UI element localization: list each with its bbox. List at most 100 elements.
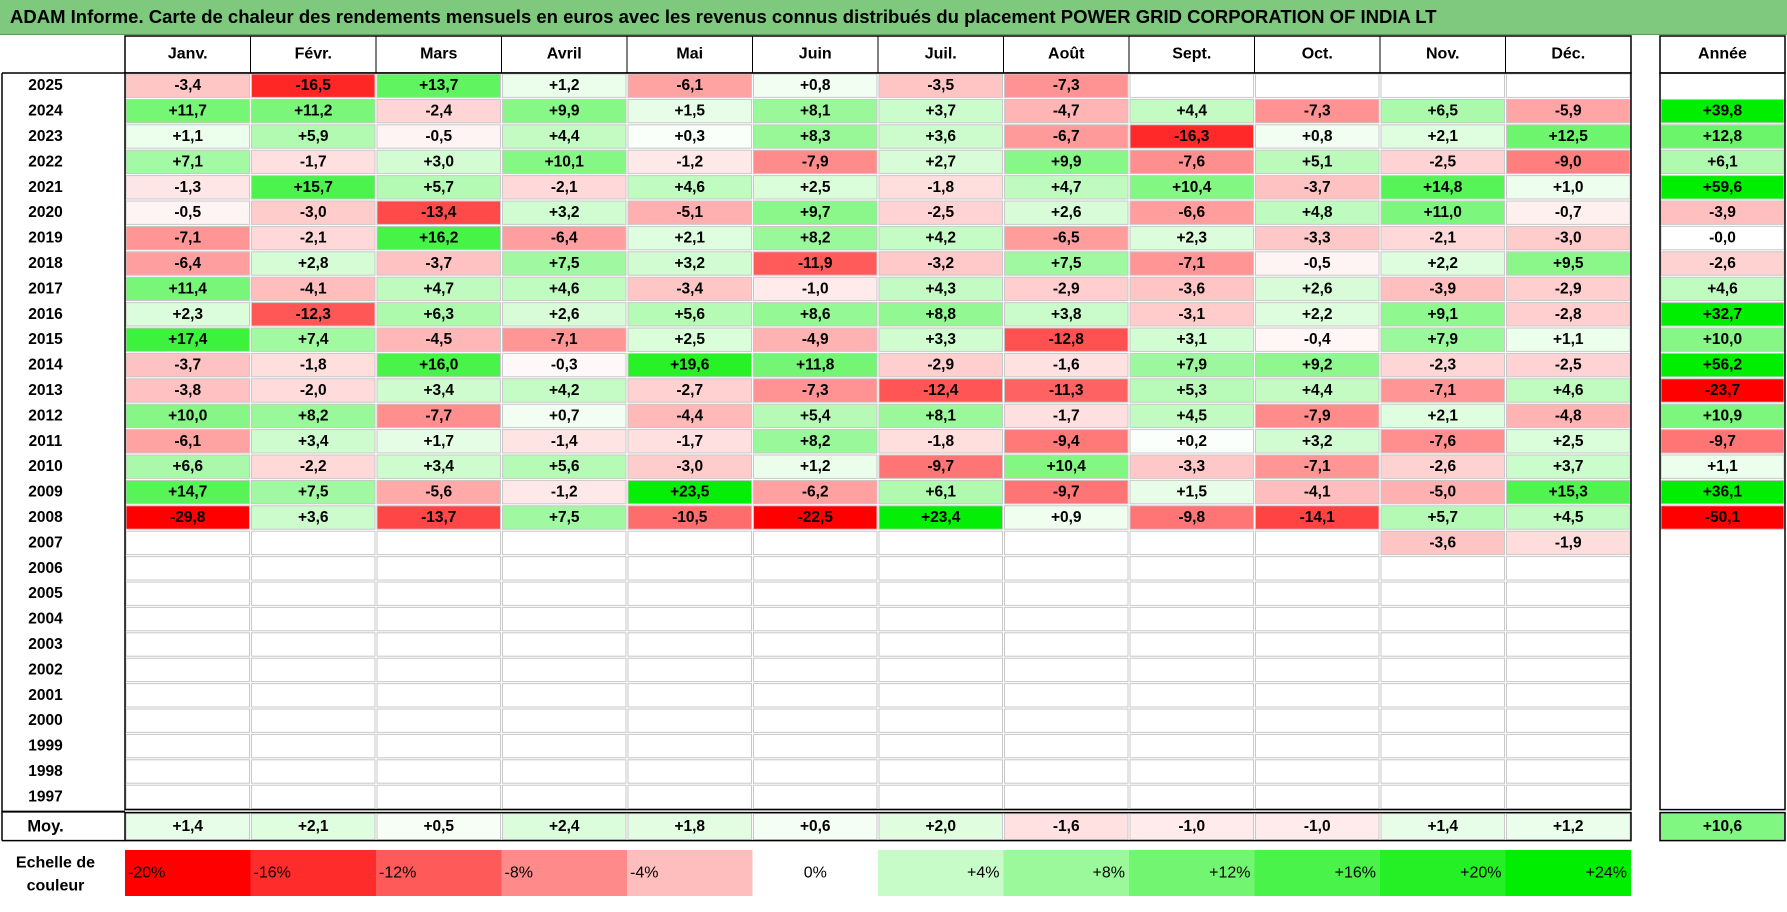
heatmap-cell [878,733,1003,759]
heatmap-cell [1255,784,1380,810]
year-label-2021: 2021 [28,179,63,196]
heatmap-cell [1004,352,1129,378]
heatmap-cell [1129,632,1254,657]
heatmap-cell [1129,251,1254,276]
cell-value: -0,5 [1304,255,1331,272]
heatmap-cell [1255,429,1380,454]
heatmap-cell [1506,454,1631,479]
heatmap-cell [376,657,501,683]
cell-value: -7,1 [551,331,578,348]
annual-cell [1661,74,1784,98]
cell-value: -9,8 [1178,509,1205,526]
heatmap-cell [753,632,878,657]
cell-value: +7,5 [549,509,580,526]
heatmap-cell [753,581,878,606]
cell-value: +4,5 [1553,509,1584,526]
heatmap-cell [376,606,501,632]
cell-value: -7,9 [802,153,829,170]
heatmap-cell [251,657,376,683]
heatmap-cell [753,505,878,530]
heatmap-cell [1129,479,1254,505]
average-annual-value: +10,6 [1703,818,1743,835]
annual-cell [1660,378,1785,403]
heatmap-cell [753,149,878,175]
heatmap-cell [251,73,376,98]
heatmap-cell [376,683,501,708]
cell-value: -11,3 [1049,382,1084,399]
heatmap-cell [878,225,1003,251]
heatmap-cell [1380,403,1505,429]
heatmap-cell [502,276,627,302]
month-header-7: Août [1048,46,1085,63]
cell-value: -1,3 [174,179,201,196]
heatmap-cell [1506,530,1631,556]
cell-value: +8,1 [800,103,831,120]
cell-value: -7,1 [1178,255,1205,272]
average-value: +1,8 [674,818,705,835]
heatmap-cell [1004,784,1129,810]
cell-value: +7,5 [549,255,580,272]
heatmap-cell [1506,505,1631,530]
cell-value: +4,8 [1302,204,1333,221]
annual-value: +32,7 [1703,306,1742,323]
cell-value: -3,7 [1304,179,1331,196]
heatmap-cell [1129,124,1254,149]
heatmap-cell [1129,302,1254,327]
cell-value: -3,4 [676,280,703,297]
average-cell [627,813,752,841]
heatmap-cell [1129,530,1254,556]
cell-value: +2,6 [1051,204,1082,221]
year-label-1997: 1997 [28,788,62,805]
cell-value: +9,1 [1427,306,1458,323]
color-scale-stop-label: +20% [1460,865,1501,882]
cell-value: +4,2 [925,230,956,247]
cell-value: -1,7 [676,433,703,450]
heatmap-cell [502,403,627,429]
heatmap-cell [1129,98,1254,124]
heatmap-cell [1506,225,1631,251]
heatmap-cell [1255,454,1380,479]
average-value: +0,6 [800,818,831,835]
heatmap-cell [753,454,878,479]
heatmap-cell [125,683,250,708]
heatmap-cell [878,251,1003,276]
cell-value: +5,6 [674,306,705,323]
average-value: +1,4 [172,818,203,835]
heatmap-cell [1004,175,1129,200]
year-label-2018: 2018 [28,255,63,272]
cell-value: +3,2 [674,255,705,272]
heatmap-cell [1004,606,1129,632]
cell-value: +0,9 [1051,509,1082,526]
heatmap-cell [627,479,752,505]
color-scale-stop-label: -20% [128,865,165,882]
annual-value: +36,1 [1703,484,1743,501]
heatmap-cell [1506,175,1631,200]
heatmap-cell [627,124,752,149]
cell-value: +5,4 [800,407,831,424]
heatmap-cell [878,149,1003,175]
heatmap-cell [878,124,1003,149]
annual-cell [1660,225,1785,251]
heatmap-cell [1255,251,1380,276]
heatmap-cell [1380,429,1505,454]
heatmap-cell [502,530,627,556]
heatmap-cell [1129,352,1254,378]
heatmap-cell [125,632,250,657]
cell-value: -2,5 [1429,153,1456,170]
cell-value: -1,8 [927,433,954,450]
heatmap-cell [878,327,1003,352]
heatmap-cell [1004,302,1129,327]
cell-value: -16,3 [1174,128,1210,145]
cell-value: -4,9 [802,331,829,348]
heatmap-cell [251,251,376,276]
heatmap-cell [1129,581,1254,606]
cell-value: -7,3 [1304,103,1331,120]
cell-value: +13,7 [419,77,458,94]
annual-cell [1660,98,1785,124]
annual-cell [1661,759,1784,784]
heatmap-cell [753,606,878,632]
heatmap-cell [1129,175,1254,200]
heatmap-cell [376,733,501,759]
average-cell [251,813,376,841]
